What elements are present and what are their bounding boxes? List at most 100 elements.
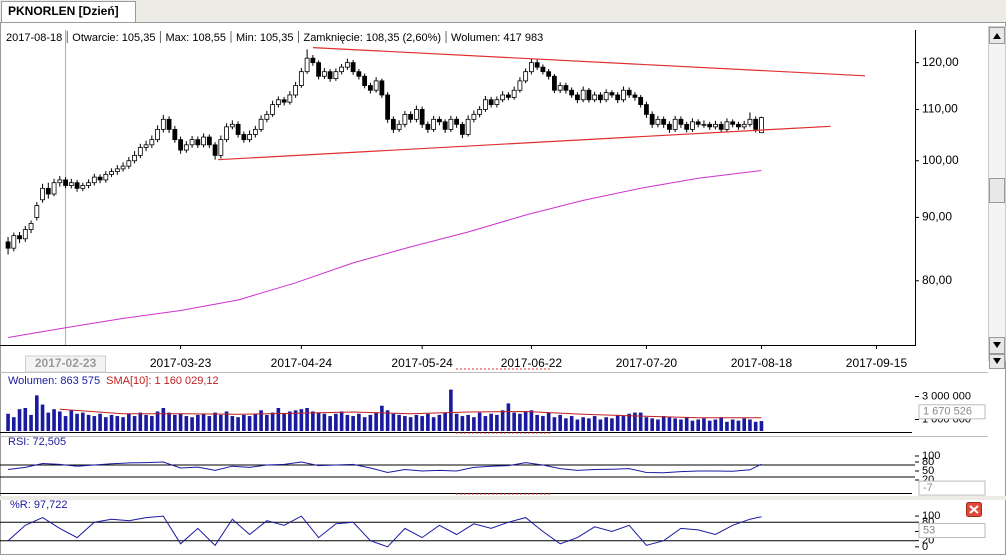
candle-body	[252, 128, 258, 135]
candle-body	[275, 99, 281, 105]
volume-bar	[81, 412, 85, 431]
candle-body	[615, 94, 621, 101]
candle-body	[661, 118, 667, 125]
volume-bar	[443, 412, 447, 431]
volume-bar	[17, 409, 22, 431]
volume-bar	[213, 412, 217, 431]
scroll-thumb[interactable]	[989, 178, 1005, 203]
candle-body	[701, 123, 707, 126]
plot-area: 120,00 110,00 100,00 90,00 80,00 2017-03-23 20…	[0, 30, 986, 553]
volume-bar	[569, 416, 574, 431]
candle-body	[132, 154, 137, 162]
volume-bar	[656, 419, 660, 431]
candle-body	[482, 99, 488, 110]
y-tick-label: 0	[922, 541, 928, 553]
candle-body	[684, 123, 690, 130]
volume-bar	[161, 408, 166, 431]
candle-body	[45, 187, 51, 195]
volume-bar	[368, 414, 373, 431]
value-marker-label: -7	[923, 482, 933, 494]
candle-body	[603, 92, 609, 101]
candle-body	[419, 109, 425, 125]
volume-bar	[150, 416, 154, 431]
candle-body	[11, 235, 17, 249]
volume-bar	[178, 413, 183, 431]
candle-body	[695, 121, 701, 125]
volume-bar	[219, 414, 223, 431]
volume-bar	[190, 417, 194, 431]
panel-header: %R: 97,722	[10, 499, 67, 511]
candle-body	[68, 182, 74, 186]
volume-bar	[98, 413, 102, 431]
candle-body	[189, 139, 195, 146]
arrow-down-icon	[993, 358, 1001, 364]
volume-bar	[109, 414, 114, 431]
volume-bar	[552, 417, 557, 431]
panel-separator	[0, 496, 1006, 500]
candle-body	[287, 94, 293, 103]
candle-body	[413, 109, 419, 120]
moving-average	[59, 408, 762, 419]
volume-bar	[362, 417, 367, 431]
candle-body	[258, 118, 264, 130]
candle-body	[672, 118, 678, 130]
tab-title[interactable]: PKNORLEN [Dzień]	[8, 4, 119, 18]
candle-body	[575, 94, 580, 101]
candle-body	[86, 182, 91, 186]
candle-body	[534, 62, 540, 68]
volume-bar	[247, 416, 252, 431]
candle-body	[373, 80, 379, 91]
info-item: Otwarcie: 105,35	[72, 32, 155, 44]
volume-bar	[385, 410, 390, 431]
volume-bar	[12, 417, 16, 431]
candle-body	[310, 57, 316, 64]
volume-bar	[351, 416, 355, 431]
volume-bar	[535, 414, 539, 431]
candle-body	[529, 62, 534, 73]
candle-body	[51, 182, 57, 195]
candle-body	[218, 139, 224, 156]
panel-header: RSI: 72,505	[8, 436, 66, 448]
info-item: Min: 105,35	[236, 32, 293, 44]
volume-bar	[155, 411, 160, 431]
info-item: 2017-08-18	[6, 32, 62, 44]
volume-bar	[69, 410, 74, 431]
candle-body	[229, 123, 235, 128]
candle-body	[523, 71, 529, 82]
candle-body	[718, 123, 724, 130]
volume-bar	[512, 412, 516, 431]
volume-bar	[495, 414, 499, 431]
y-tick-label: 80	[922, 456, 934, 468]
volume-bar	[713, 419, 718, 431]
volume-bar	[92, 416, 97, 431]
volume-bar	[86, 414, 91, 431]
candle-body	[120, 165, 126, 170]
candle-body	[160, 118, 166, 130]
candle-body	[552, 75, 557, 91]
volume-bar	[357, 413, 361, 431]
x-tick-label: 2017-03-23	[150, 356, 212, 370]
chart-frame	[0, 22, 1006, 555]
volume-bar	[265, 414, 269, 431]
candle-body	[741, 123, 747, 128]
volume-bar	[253, 413, 258, 431]
candle-body	[63, 179, 68, 186]
volume-bar	[633, 412, 637, 431]
volume-bar	[592, 416, 597, 431]
volume-bar	[305, 408, 309, 431]
candle-body	[736, 123, 741, 128]
volume-bar	[380, 405, 384, 431]
volume-bar	[719, 417, 723, 431]
candle-body	[517, 80, 523, 91]
candle-body	[644, 104, 649, 115]
candle-body	[609, 92, 615, 96]
candle-body	[40, 187, 45, 201]
candle-body	[408, 113, 414, 120]
volume-bar	[604, 417, 608, 431]
candle-body	[379, 80, 385, 96]
indicator-line	[8, 461, 762, 474]
candle-body	[477, 109, 483, 115]
volume-bar	[673, 418, 677, 431]
candle-body	[137, 147, 143, 156]
